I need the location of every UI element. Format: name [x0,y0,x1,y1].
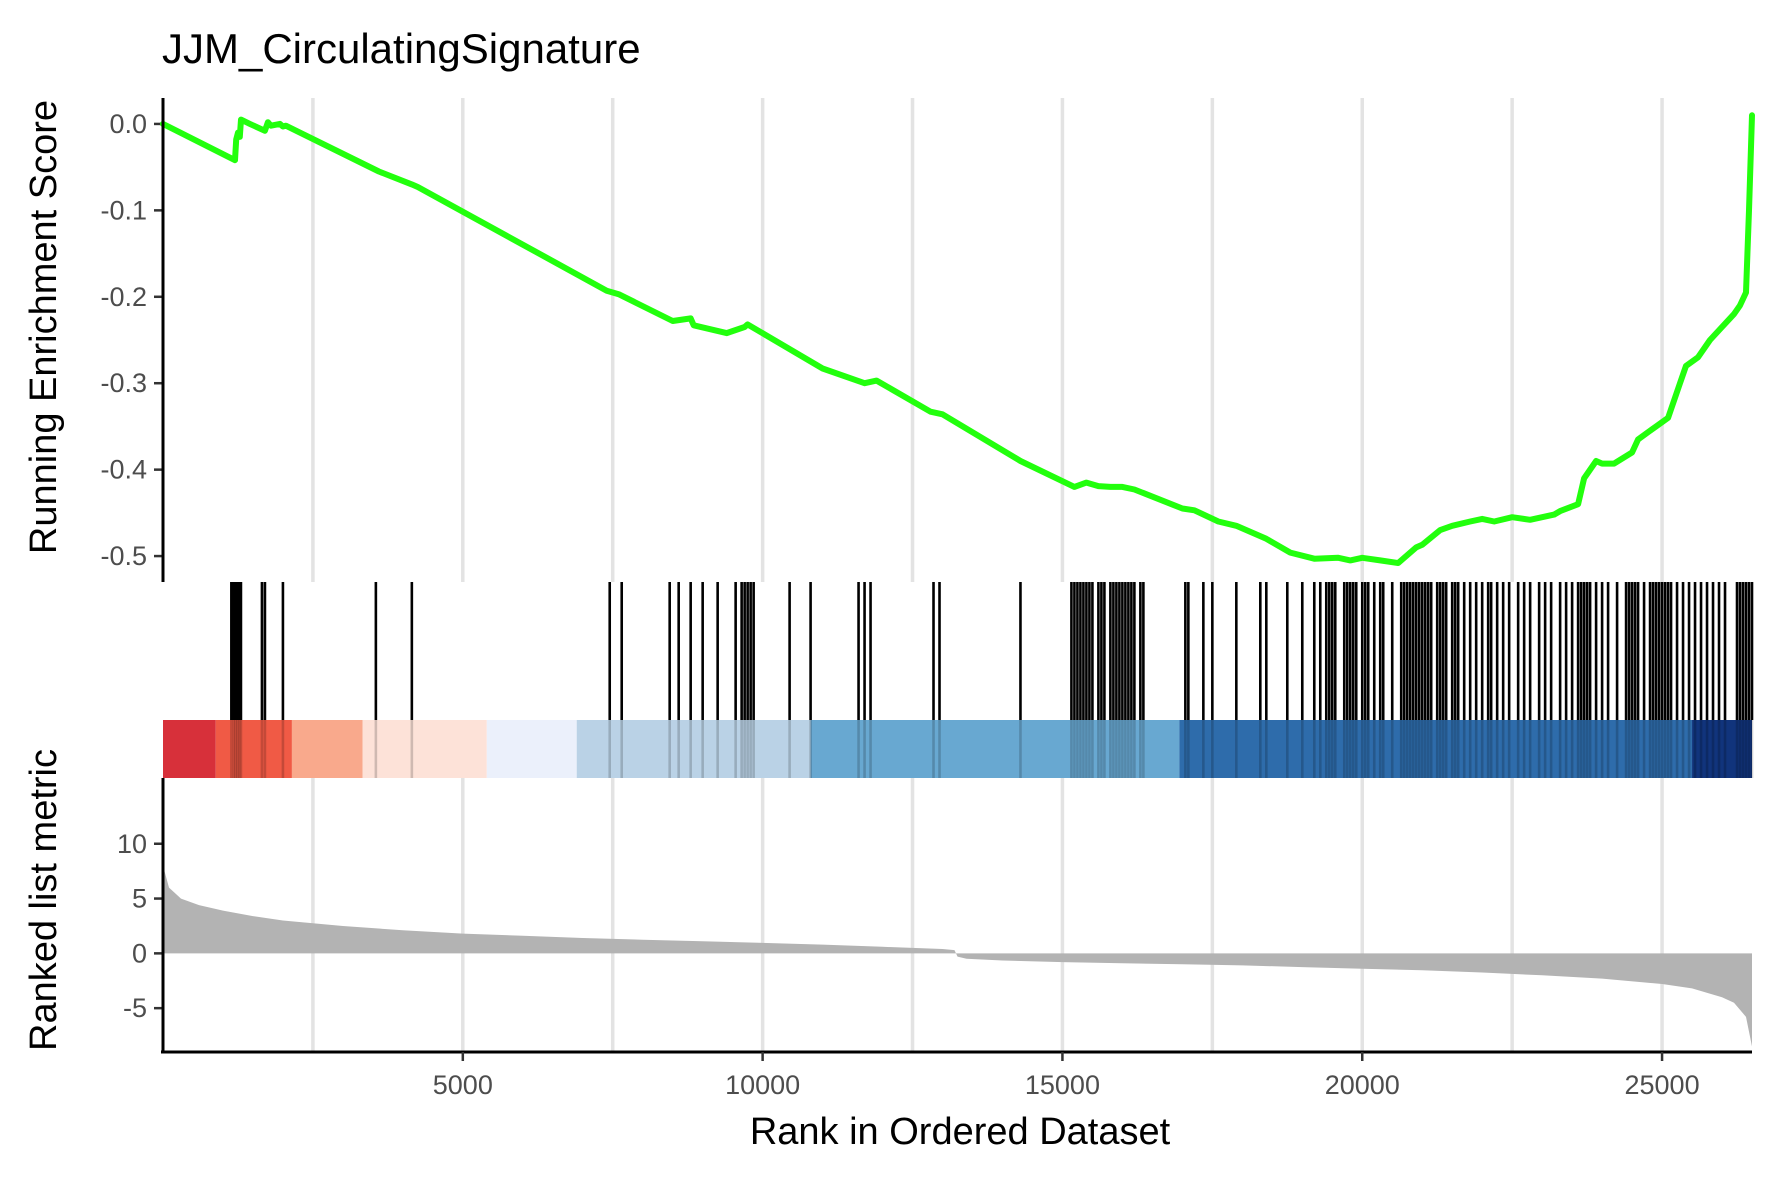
es-panel: 0.0 -0.1 -0.2 -0.3 -0.4 -0.5 Running Enrichme… [23,98,1755,582]
x-ticks: 5000 10000 15000 20000 25000 [433,1052,1700,1100]
es-y-axis-title: Running Enrichment Score [23,100,65,554]
color-band-segment [163,720,216,778]
metric-panel: 10 5 0 -5 Ranked list metric [23,720,1754,1054]
metric-y-tick-label: 10 [117,829,147,859]
metric-y-tick-label: 0 [132,938,147,968]
metric-y-tick-label: -5 [123,993,147,1023]
hits-panel [230,582,1754,720]
metric-y-ticks: 10 5 0 -5 [117,829,163,1023]
running-es-curve [160,112,1755,566]
metric-y-axis-title: Ranked list metric [23,749,65,1051]
metric-grid [311,778,1664,1052]
es-grid [311,98,1664,582]
x-axis-title: Rank in Ordered Dataset [750,1111,1171,1153]
color-band-segment [291,720,363,778]
color-band-segment [362,720,487,778]
x-tick-label: 10000 [725,1070,800,1100]
es-y-tick-label: -0.3 [100,368,147,398]
ranked-metric-area [163,865,1752,1047]
color-band-segment [810,720,1180,778]
metric-y-tick-label: 5 [132,884,147,914]
x-tick-label: 15000 [1025,1070,1100,1100]
es-y-tick-label: 0.0 [109,109,147,139]
color-band-segment [486,720,577,778]
color-band-segment [576,720,811,778]
x-tick-label: 20000 [1325,1070,1400,1100]
hit-lines [230,582,1754,720]
color-band-segment [1692,720,1752,778]
es-y-tick-label: -0.2 [100,282,147,312]
rank-color-band [163,720,1754,778]
es-y-ticks: 0.0 -0.1 -0.2 -0.3 -0.4 -0.5 [100,109,163,571]
chart-title: JJM_CirculatingSignature [162,25,641,72]
x-tick-label: 25000 [1625,1070,1700,1100]
color-band-segment [215,720,292,778]
color-band-segment [1179,720,1693,778]
es-y-tick-label: -0.5 [100,541,147,571]
es-y-tick-label: -0.4 [100,455,147,485]
es-y-tick-label: -0.1 [100,195,147,225]
x-tick-label: 5000 [433,1070,493,1100]
